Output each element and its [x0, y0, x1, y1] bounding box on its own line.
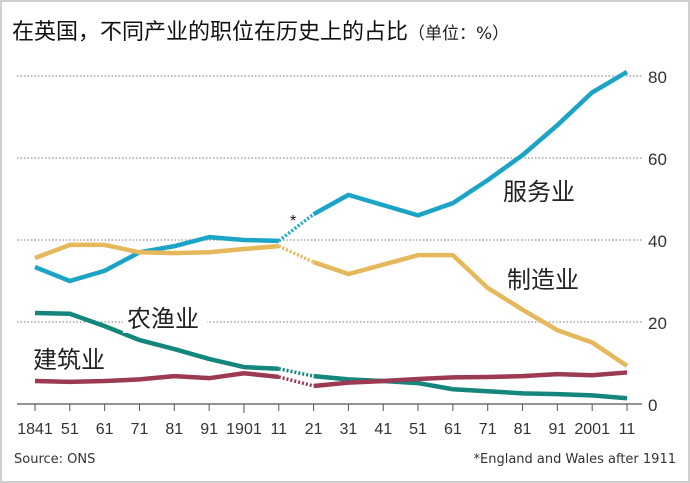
x-tick-label: 61 [444, 421, 462, 438]
y-tick-label: 20 [648, 314, 667, 333]
x-tick-label: 2001 [574, 421, 610, 438]
x-tick-label: 81 [165, 421, 183, 438]
x-tick-label: 11 [619, 421, 636, 438]
x-tick-label: 41 [374, 421, 392, 438]
source-note: Source: ONS [14, 452, 96, 467]
x-tick-label: 71 [131, 421, 149, 438]
x-tick-label: 11 [270, 421, 287, 438]
series-line-建筑业 [313, 370, 628, 389]
series-line-制造业 [34, 242, 279, 261]
x-tick-label: 81 [514, 421, 532, 438]
series-label: 农渔业 [127, 305, 199, 333]
x-tick-label: 91 [200, 421, 218, 438]
y-tick-label: 40 [648, 232, 667, 251]
x-tick-label: 61 [96, 421, 114, 438]
unit-text: （单位：%） [408, 24, 510, 44]
x-tick-label: 31 [340, 421, 358, 438]
footnote: *England and Wales after 1911 [473, 452, 676, 467]
series-label: 建筑业 [33, 346, 105, 374]
footnote-marker: * [290, 213, 296, 230]
series-label: 服务业 [503, 178, 575, 206]
y-tick-label: 80 [648, 68, 667, 87]
x-tick-label: 1901 [226, 421, 262, 438]
x-tick-label: 1841 [17, 421, 53, 438]
x-tick-label: 51 [61, 421, 79, 438]
chart-title: 在英国，不同产业的职位在历史上的占比（单位：%） [12, 14, 509, 46]
series-gap-dotted [278, 367, 314, 378]
title-text: 在英国，不同产业的职位在历史上的占比 [12, 20, 409, 45]
y-tick-label: 0 [648, 396, 657, 415]
series-line-建筑业 [34, 371, 280, 385]
series-line-制造业 [312, 252, 629, 368]
x-tick-label: 21 [305, 421, 323, 438]
series-gap-dotted [278, 244, 315, 264]
series-line-服务业 [312, 69, 629, 218]
series-label: 制造业 [507, 266, 579, 294]
series-line-农渔业 [313, 373, 628, 401]
x-tick-label: 71 [479, 421, 497, 438]
x-tick-label: 51 [409, 421, 427, 438]
y-tick-label: 60 [648, 150, 667, 169]
label-bg [123, 303, 207, 333]
series-gap-dotted [277, 212, 315, 243]
x-tick-label: 91 [548, 421, 566, 438]
series-gap-dotted [278, 375, 315, 388]
series-line-农渔业 [34, 310, 279, 371]
series-line-服务业 [34, 234, 279, 284]
